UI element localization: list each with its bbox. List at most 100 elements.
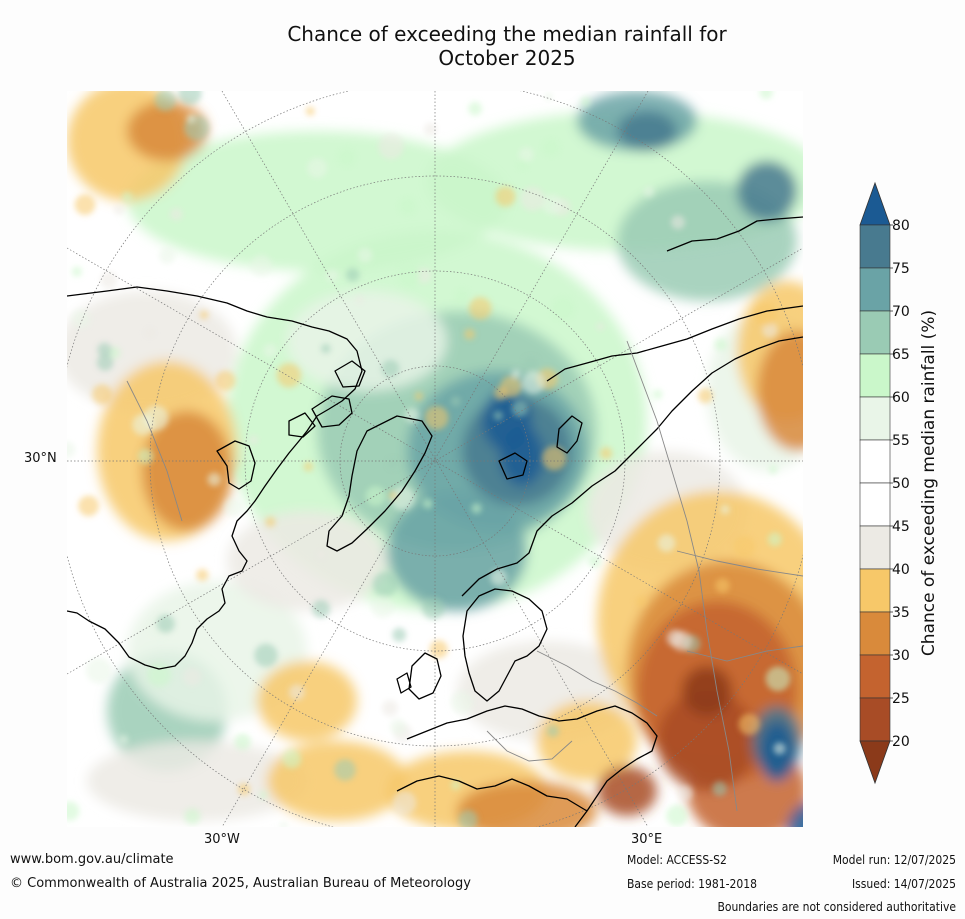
shade-speckle	[316, 550, 326, 560]
shade-speckle	[254, 643, 278, 667]
shade-speckle	[468, 101, 482, 116]
shade-speckle	[390, 486, 415, 511]
shade-speckle	[138, 448, 154, 465]
shade-speckle	[357, 247, 373, 263]
shade-speckle	[767, 532, 782, 547]
colorbar-tick-label: 35	[892, 605, 910, 621]
colorbar-tick-label: 50	[892, 476, 910, 492]
colorbar-tick-label: 40	[892, 562, 910, 578]
shade-speckle	[85, 657, 112, 684]
colorbar-tick-label: 60	[892, 390, 910, 406]
shade-speckle	[237, 783, 251, 796]
shade-speckle	[248, 435, 259, 445]
shade-speckle	[422, 498, 433, 509]
shade-speckle	[495, 186, 516, 207]
europe-coastline	[406, 705, 658, 827]
shade-speckle	[753, 302, 778, 327]
shade-speckle	[67, 801, 80, 821]
border-1	[626, 340, 738, 812]
shade-speckle	[307, 157, 328, 179]
shade-speckle	[392, 627, 407, 642]
colorbar-bin-20-25	[859, 697, 891, 742]
shade-blob	[457, 781, 597, 827]
shade-speckle	[759, 91, 773, 100]
shade-speckle	[773, 742, 786, 755]
shade-blob	[757, 331, 803, 451]
shade-speckle	[471, 503, 482, 514]
shade-speckle	[186, 113, 196, 124]
probability-shading	[67, 91, 803, 827]
hudson-bay-coastline	[216, 440, 256, 490]
shade-speckle	[511, 400, 528, 417]
shade-speckle	[521, 371, 545, 395]
svalbard-coastline	[498, 452, 528, 480]
shade-speckle	[677, 785, 694, 801]
shade-speckle	[282, 749, 302, 769]
colorbar-tick-label: 65	[892, 347, 910, 363]
siberia-coastline	[546, 305, 803, 382]
rainfall-probability-map	[67, 91, 803, 827]
country-borders	[126, 340, 803, 812]
shade-speckle	[490, 569, 507, 586]
shade-speckle	[697, 388, 713, 404]
shade-speckle	[511, 369, 521, 379]
novaya-zemlya-coastline	[556, 415, 583, 454]
shade-speckle	[184, 808, 201, 825]
shade-speckle	[381, 700, 399, 717]
border-3	[486, 730, 573, 762]
shade-speckle	[493, 410, 503, 421]
colorbar-tick-label: 80	[892, 218, 910, 234]
shade-speckle	[500, 375, 522, 398]
shade-speckle	[154, 91, 177, 112]
scandinavia-coastline	[462, 588, 548, 702]
shade-speckle	[156, 614, 175, 634]
shade-speckle	[372, 571, 398, 598]
shade-blob	[257, 661, 357, 741]
shade-speckle	[714, 338, 727, 351]
shade-speckle	[276, 363, 302, 388]
colorbar-arrow-bottom	[859, 740, 891, 785]
colorbar-bin-75-80	[859, 224, 891, 269]
shade-speckle	[279, 821, 288, 827]
shade-speckle	[371, 595, 394, 618]
colorbar-bin-40-45	[859, 525, 891, 570]
shade-speckle	[114, 204, 124, 215]
shade-speckle	[518, 147, 534, 163]
shade-speckle	[720, 504, 730, 515]
shade-speckle	[334, 759, 356, 781]
model-run-text: Model run: 12/07/2025	[832, 853, 956, 867]
chart-title: Chance of exceeding the median rainfall …	[0, 22, 965, 70]
shade-speckle	[392, 790, 417, 815]
shade-speckle	[159, 247, 176, 264]
shade-speckle	[670, 215, 686, 230]
shade-speckle	[234, 733, 251, 750]
shade-speckle	[345, 268, 360, 282]
shade-speckle	[263, 343, 278, 358]
colorbar-tick-label: 25	[892, 691, 910, 707]
shade-speckle	[288, 684, 305, 701]
shade-speckle	[455, 289, 470, 304]
longitude-label-30e: 30°E	[631, 832, 663, 847]
arctic-islands-coastline	[288, 360, 366, 438]
colorbar-bin-30-35	[859, 611, 891, 656]
shade-speckle	[305, 106, 315, 116]
shade-speckle	[67, 441, 76, 458]
colorbar-tick-label: 45	[892, 519, 910, 535]
shade-speckle	[712, 781, 728, 797]
shade-blob	[127, 101, 207, 161]
shade-blob	[737, 161, 797, 221]
shade-blob	[267, 741, 407, 821]
colorbar-tick-label: 20	[892, 734, 910, 750]
colorbar-tick-label: 55	[892, 433, 910, 449]
shade-speckle	[207, 472, 222, 487]
shade-speckle	[215, 370, 236, 391]
shade-speckle	[312, 599, 331, 618]
shade-speckle	[458, 809, 478, 827]
shade-speckle	[145, 327, 155, 338]
shade-speckle	[429, 640, 448, 659]
border-4	[676, 550, 803, 577]
shade-speckle	[178, 91, 202, 105]
colorbar-bin-70-75	[859, 267, 891, 312]
colorbar: 80 75 70 65 60 55 50 45 40 35 30 25 20	[859, 181, 910, 785]
shade-speckle	[183, 667, 202, 686]
